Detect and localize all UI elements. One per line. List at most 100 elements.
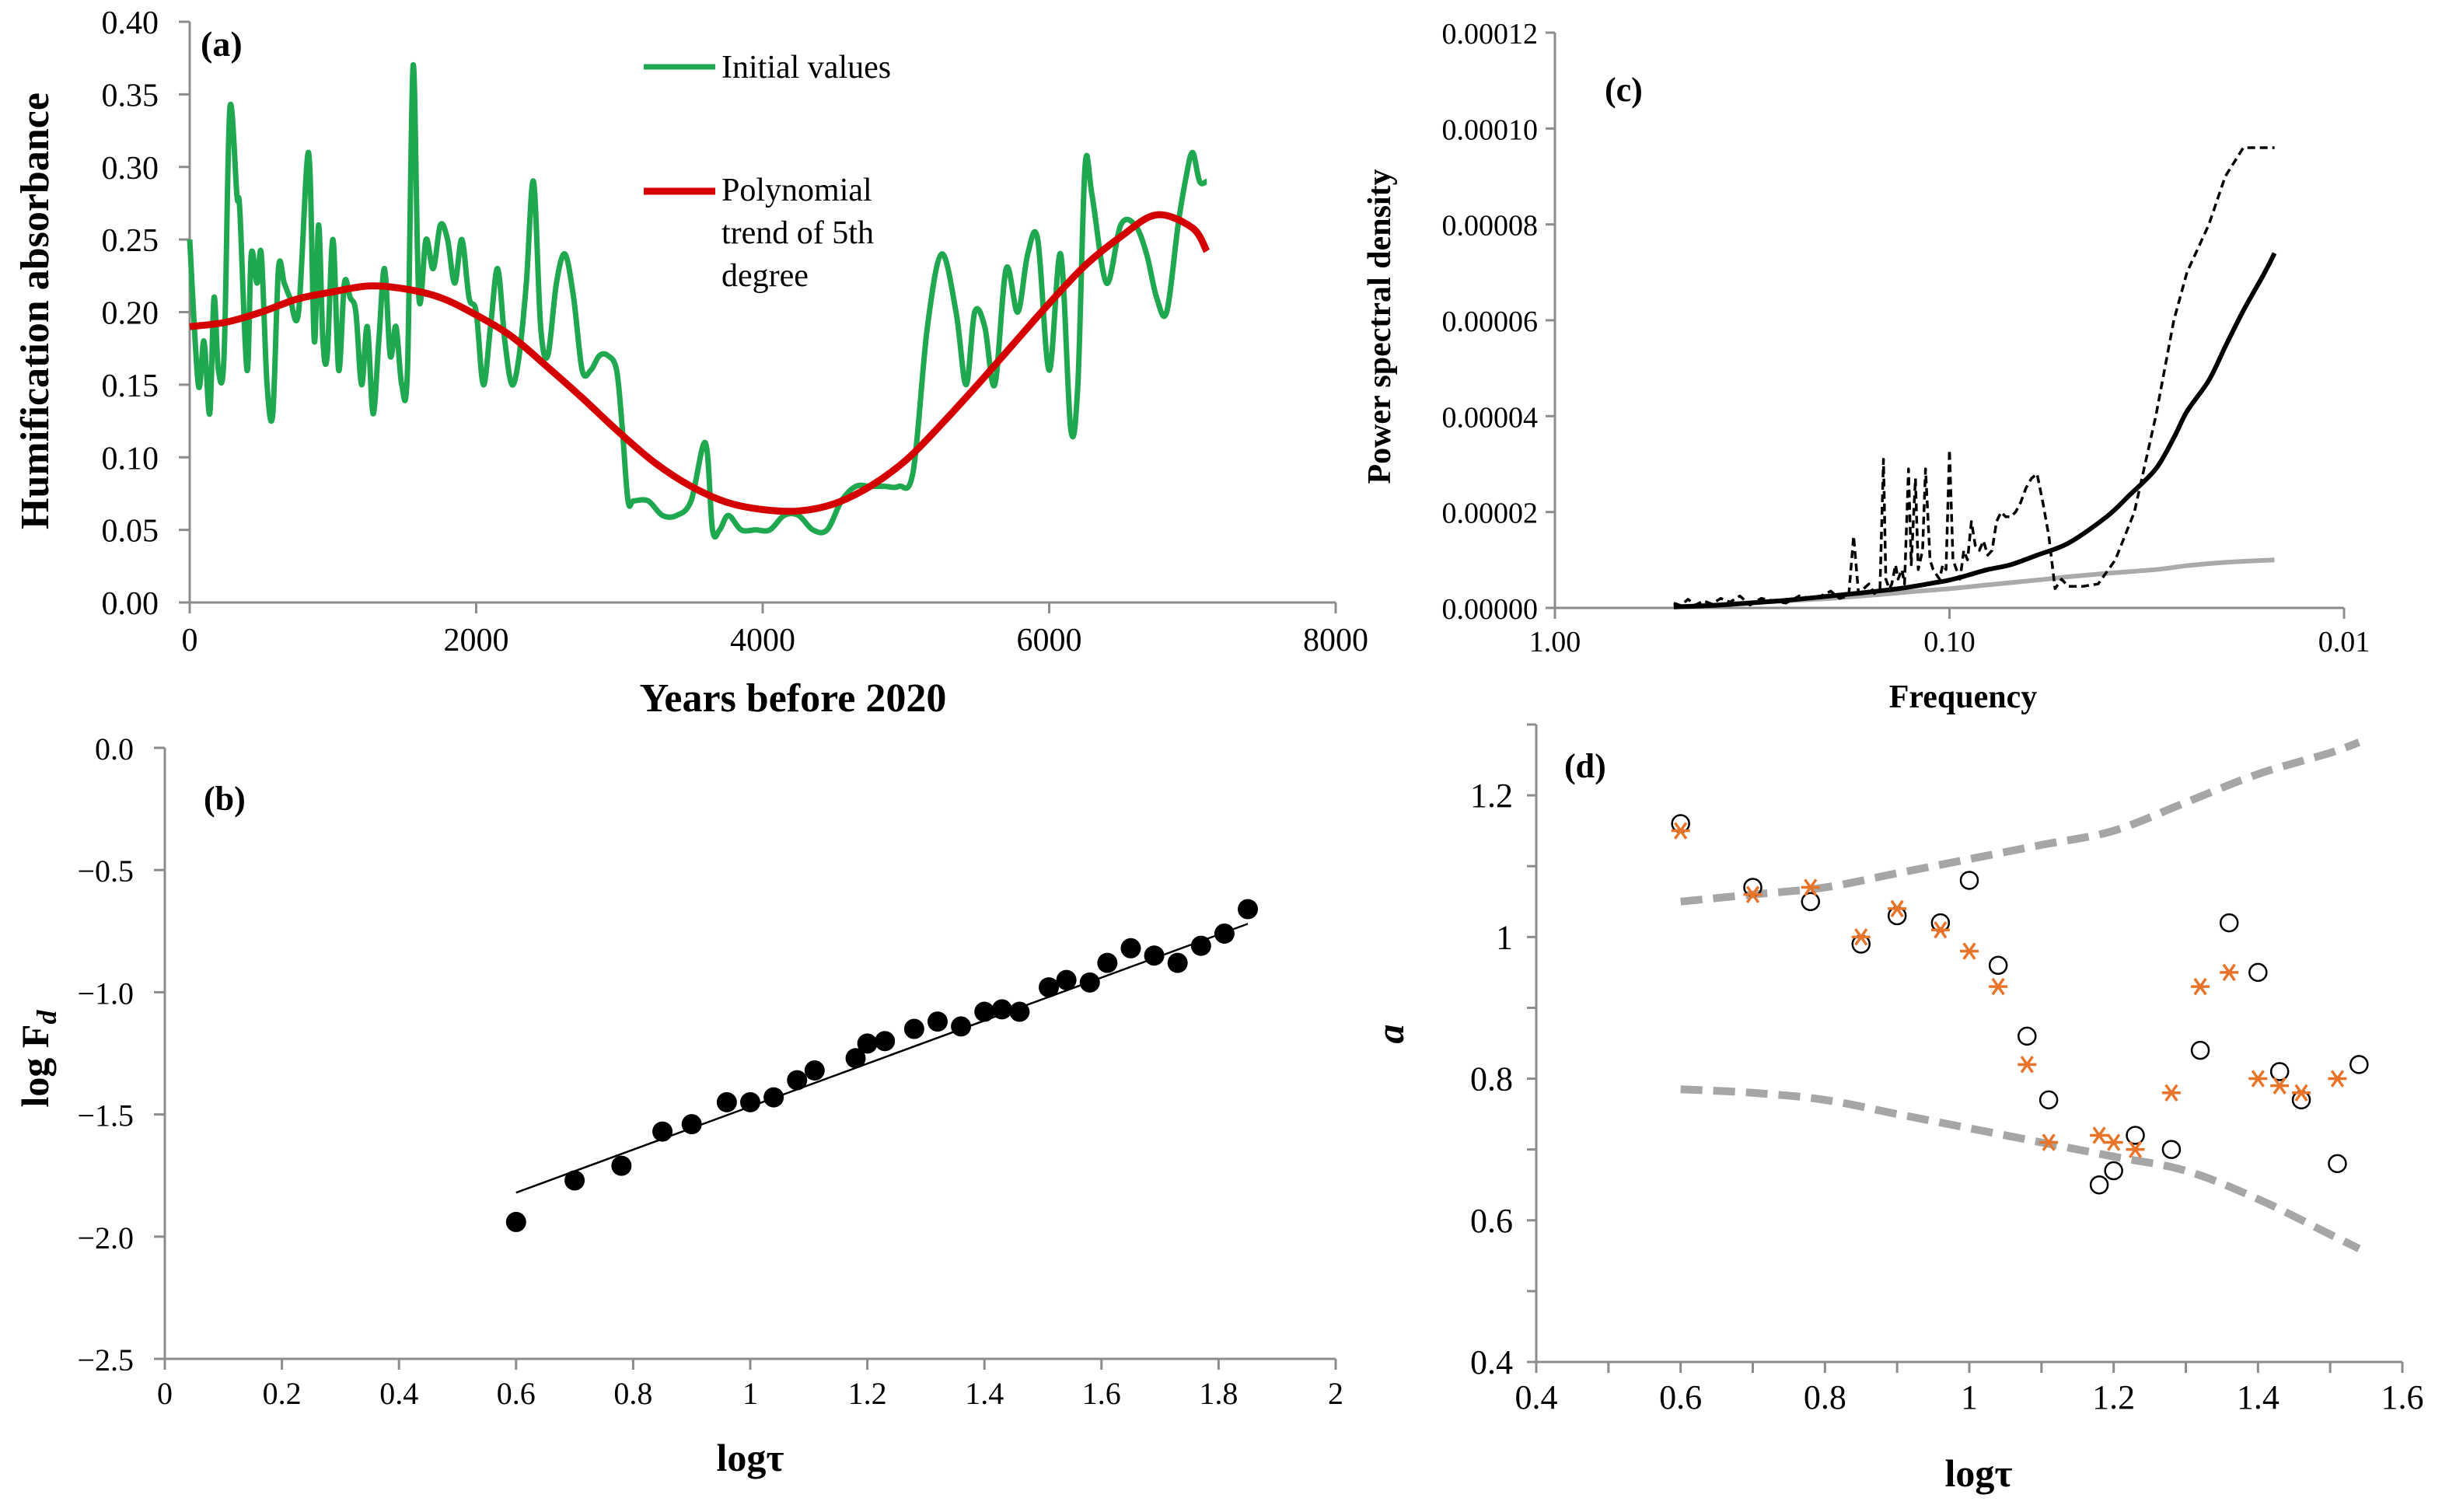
x-axis-title: logτ — [1945, 1451, 2013, 1495]
data-point — [1097, 952, 1118, 973]
data-point — [974, 1001, 995, 1022]
y-tick-label: 0.00012 — [1442, 18, 1539, 51]
y-tick-label: 0.00002 — [1442, 498, 1539, 530]
panel-label: (b) — [204, 780, 246, 818]
y-tick-label: 0.10 — [102, 441, 159, 477]
upper-bound-curve — [1680, 739, 2361, 906]
data-point — [1144, 945, 1165, 966]
asterisk-point — [2270, 1077, 2290, 1095]
data-point — [652, 1121, 673, 1142]
y-tick-label: 0.15 — [102, 368, 159, 404]
x-tick-label: 1.6 — [1082, 1376, 1121, 1411]
x-tick-label: 1.4 — [2237, 1378, 2280, 1416]
y-tick-label: −1.5 — [77, 1098, 134, 1133]
circle-point — [2248, 962, 2268, 983]
legend-label-polynomial-trend-line: degree — [721, 258, 809, 294]
y-tick-label: 1.2 — [1470, 777, 1513, 815]
x-tick-label: 1.00 — [1529, 626, 1581, 658]
x-axis-title: logτ — [717, 1436, 784, 1479]
x-tick-label: 0.4 — [1515, 1378, 1558, 1416]
data-point — [1167, 952, 1188, 973]
x-tick-label: 0 — [182, 623, 198, 658]
data-point — [611, 1155, 632, 1176]
data-point — [804, 1060, 825, 1081]
circle-point — [2089, 1175, 2109, 1195]
panel-d: 0.4 0.6 0.8 1 1.2 0.4 0.6 0.8 1 1.2 1.4 1.6 (d) logτ a — [1368, 723, 2424, 1495]
x-axis-title: Years before 2020 — [640, 676, 947, 721]
data-point — [951, 1016, 972, 1037]
circle-point — [2104, 1161, 2123, 1181]
circle-point — [2018, 1026, 2037, 1046]
asterisk-point — [1930, 921, 1950, 939]
x-tick-label: 1 — [1961, 1378, 1978, 1416]
x-tick-label: 4000 — [730, 623, 795, 658]
data-point — [875, 1031, 896, 1052]
data-point — [903, 1018, 924, 1039]
circle-point — [1801, 892, 1821, 912]
y-axis-title: a — [1368, 1025, 1412, 1044]
x-tick-label: 0.2 — [263, 1376, 302, 1411]
asterisk-point — [2191, 977, 2210, 996]
data-point — [1079, 972, 1100, 993]
circle-point — [2190, 1040, 2210, 1060]
asterisk-point — [1671, 822, 1690, 840]
y-tick-label: −1.0 — [77, 976, 134, 1011]
asterisk-point — [2292, 1084, 2311, 1102]
asterisk-point — [2220, 963, 2239, 982]
asterisk-point — [2090, 1126, 2109, 1144]
circle-point — [2269, 1062, 2290, 1081]
panel-a: 0.00 0.05 0.10 0.15 0.20 0.25 0.30 0.35 0.40 0 200… — [13, 5, 1368, 721]
asterisk-point — [1743, 885, 1763, 903]
data-point — [1120, 938, 1141, 959]
y-tick-label: 0.20 — [102, 296, 159, 332]
asterisk-point — [2248, 1070, 2268, 1088]
asterisk-point — [1801, 878, 1820, 896]
x-tick-label: 0.6 — [1659, 1378, 1702, 1416]
y-tick-label: 0.00000 — [1442, 593, 1539, 626]
x-tick-label: 1.2 — [848, 1376, 887, 1411]
data-point — [564, 1170, 585, 1191]
panel-label: (a) — [201, 24, 243, 64]
data-point — [1009, 1001, 1030, 1022]
panel-b: −2.5 −2.0 −1.5 −1.0 −0.5 0.0 0 0.2 0.4 0.6 0.8 1 1.2… — [13, 732, 1343, 1479]
y-tick-label: −2.0 — [77, 1220, 134, 1255]
circle-point — [2126, 1126, 2145, 1145]
asterisk-point — [2104, 1133, 2123, 1151]
series-polynomial-trend — [189, 211, 1211, 515]
legend-label-polynomial-trend-line: Polynomial — [721, 173, 872, 208]
y-tick-label: 0.35 — [102, 78, 159, 113]
y-axis-title-main: log F — [13, 1025, 57, 1108]
asterisk-point — [2126, 1140, 2145, 1158]
asterisk-point — [2018, 1056, 2037, 1074]
data-point — [681, 1114, 702, 1135]
y-tick-label: 1 — [1496, 918, 1513, 956]
data-point — [716, 1091, 737, 1112]
y-axis-title: Power spectral density — [1362, 169, 1398, 484]
fit-line — [515, 923, 1249, 1194]
panel-c: 0.00000 0.00002 0.00004 0.00006 0.00008 0.000… — [1362, 18, 2370, 715]
y-tick-label: 0.8 — [1470, 1060, 1513, 1098]
asterisk-point — [2328, 1070, 2347, 1088]
circle-point — [2349, 1055, 2369, 1074]
x-tick-label: 0.10 — [1923, 626, 1976, 658]
data-point — [927, 1011, 948, 1032]
y-tick-label: 0.00004 — [1442, 401, 1539, 434]
x-tick-label: 1.8 — [1199, 1376, 1238, 1411]
x-tick-label: 0.01 — [2318, 626, 2370, 658]
y-tick-label: −2.5 — [77, 1343, 134, 1378]
circle-point — [1988, 955, 2008, 976]
lower-bound-curve — [1680, 1085, 2361, 1252]
y-tick-label: 0.25 — [102, 223, 159, 259]
x-tick-label: 0.4 — [379, 1376, 418, 1411]
panel-label: (d) — [1564, 747, 1606, 785]
data-point — [1039, 977, 1060, 998]
series-fit-curve — [1673, 252, 2277, 609]
y-tick-label: 0.0 — [95, 732, 134, 766]
x-tick-label: 2000 — [444, 623, 509, 658]
circle-point — [2328, 1154, 2347, 1174]
circle-point — [1959, 871, 1979, 890]
circle-point — [2161, 1140, 2182, 1159]
x-tick-label: 6000 — [1017, 623, 1082, 658]
y-tick-label: 0.05 — [102, 514, 159, 550]
